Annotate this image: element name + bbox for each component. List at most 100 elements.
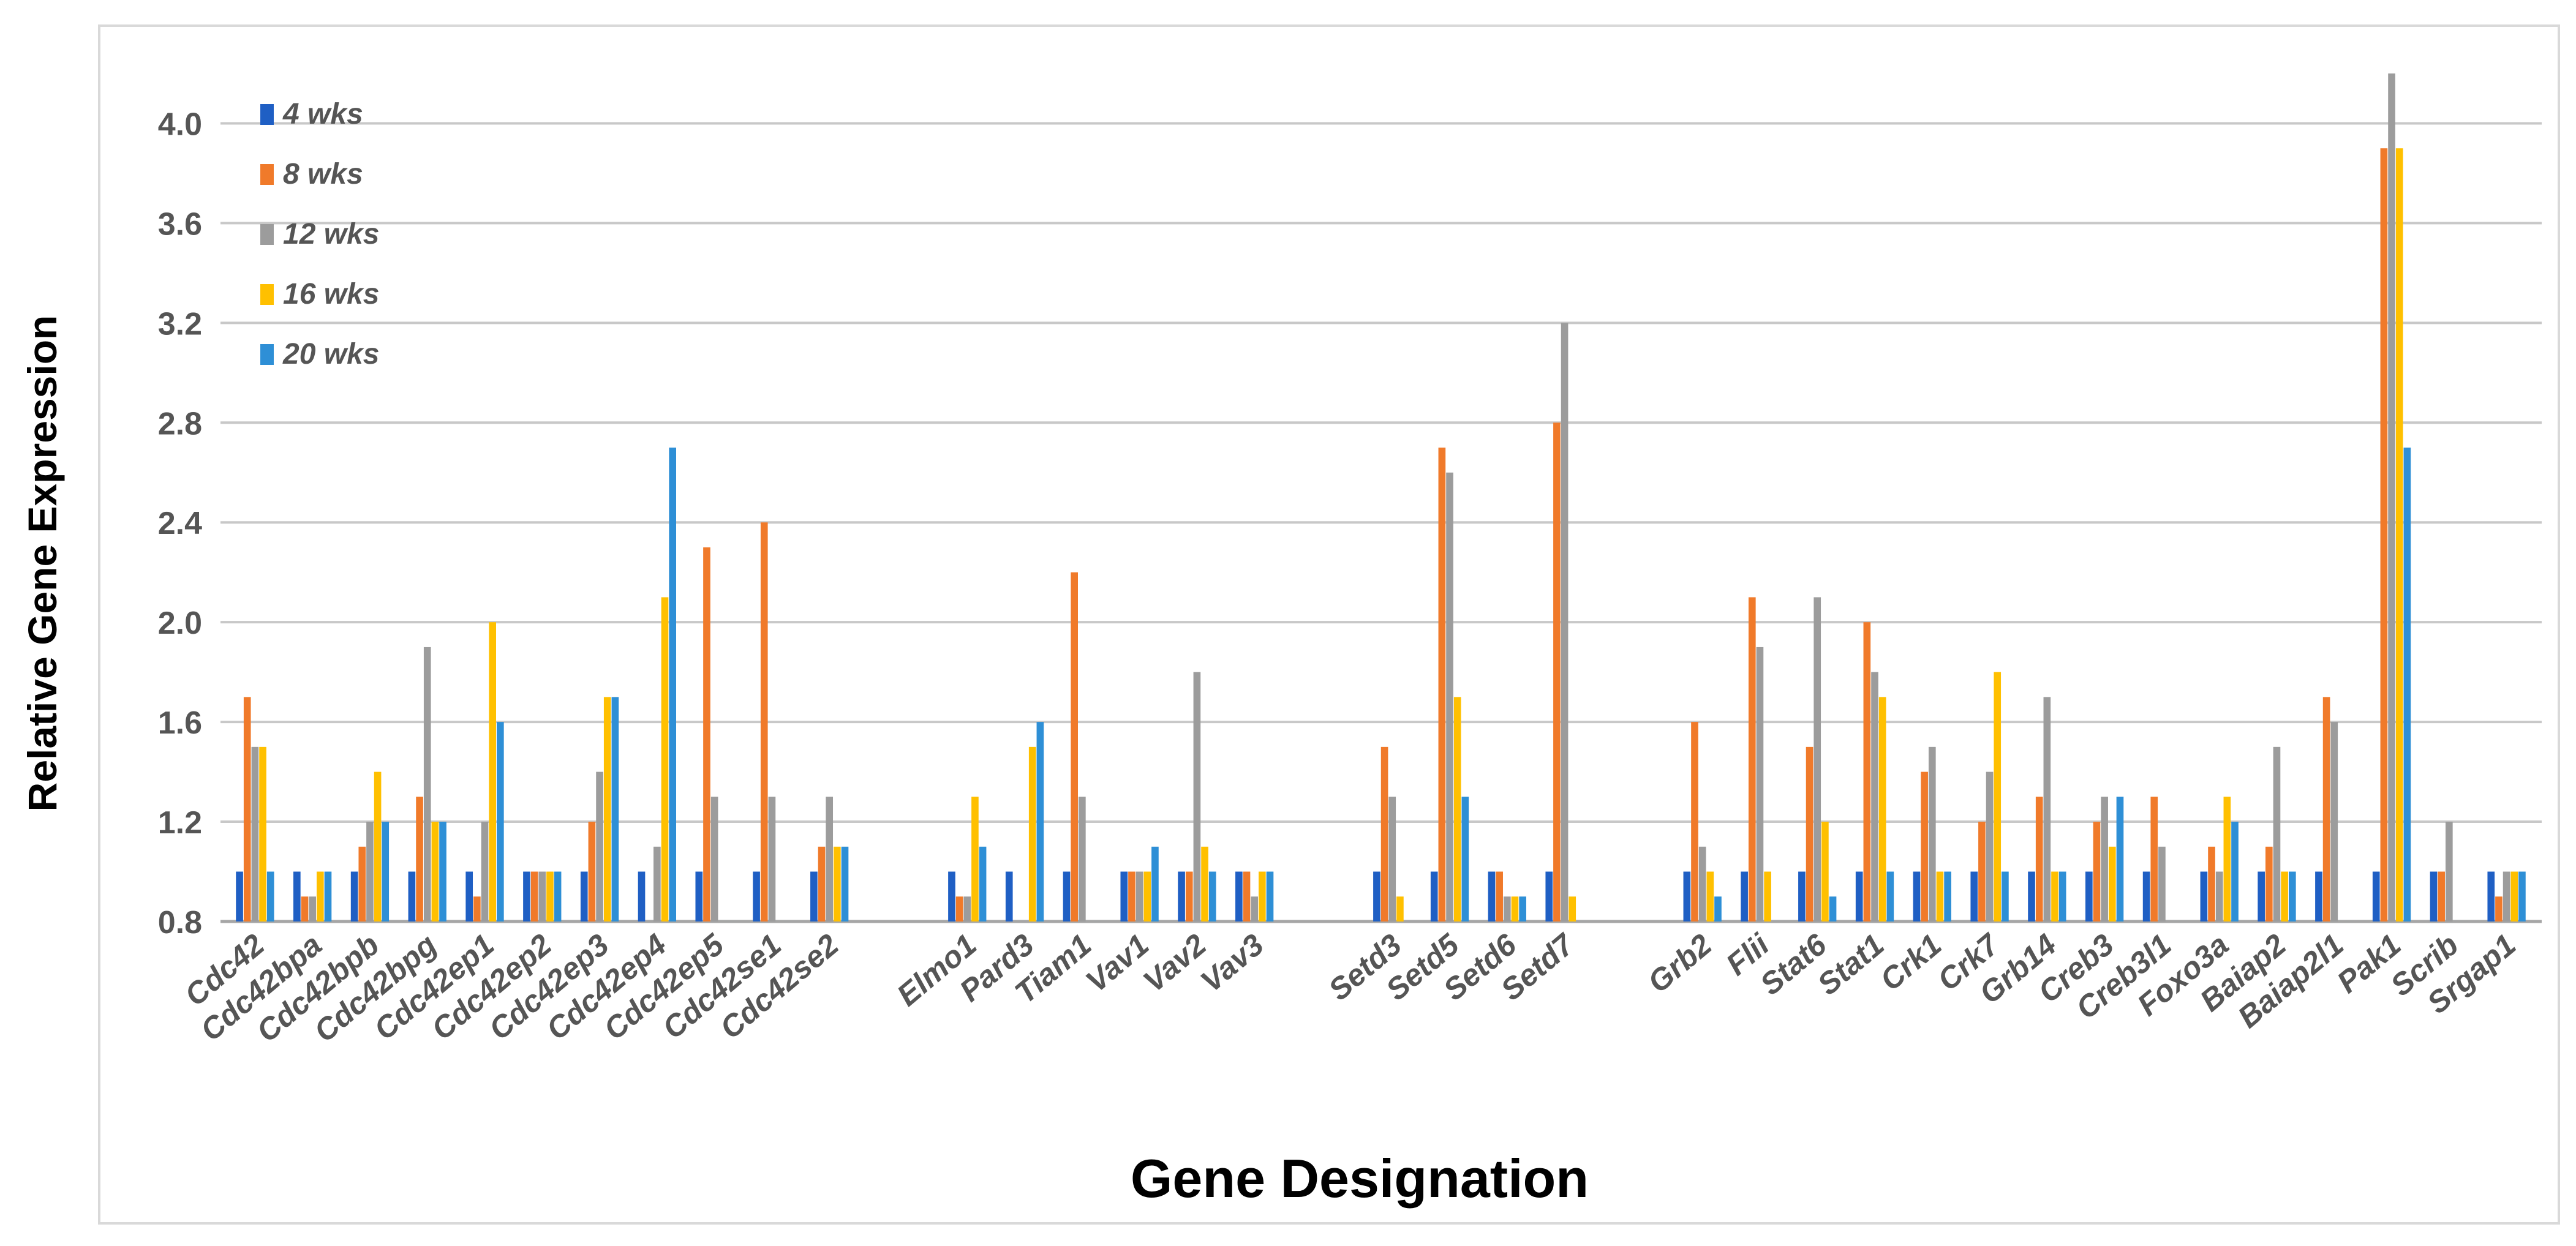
bar-Cdc42ep1-20wks	[497, 722, 504, 921]
bar-Stat1-12wks	[1871, 672, 1878, 921]
x-tick-labels: Cdc42Cdc42bpaCdc42bpbCdc42bpgCdc42ep1Cdc…	[178, 926, 2522, 1049]
bar-Stat1-16wks	[1878, 697, 1886, 921]
bar-Baiap2-16wks	[2281, 871, 2288, 921]
bar-Cdc42ep4-4wks	[638, 871, 646, 921]
bar-Flii-12wks	[1756, 647, 1764, 921]
bar-Cdc42bpb-8wks	[358, 846, 366, 921]
bar-Cdc42ep4-12wks	[653, 846, 661, 921]
bar-Stat1-4wks	[1855, 871, 1863, 921]
bar-Creb3-16wks	[2108, 846, 2116, 921]
bar-Crk7-12wks	[1986, 771, 1994, 921]
x-tick-label: Crk1	[1874, 928, 1948, 997]
bars	[236, 73, 2526, 922]
bar-Cdc42ep2-20wks	[554, 871, 562, 921]
bar-Cdc42se2-8wks	[818, 846, 826, 921]
bar-Creb3-8wks	[2093, 822, 2101, 921]
bar-Setd7-12wks	[1561, 323, 1569, 921]
bar-Setd6-4wks	[1488, 871, 1496, 921]
bar-Crk7-8wks	[1978, 822, 1986, 921]
bar-Cdc42bpa-20wks	[324, 871, 332, 921]
bar-Tiam1-8wks	[1071, 572, 1078, 921]
legend-label: 20 wks	[282, 338, 379, 370]
bar-Cdc42se1-12wks	[768, 797, 776, 921]
bar-Vav1-16wks	[1143, 871, 1151, 921]
bar-Cdc42bpg-8wks	[416, 797, 423, 921]
bar-Cdc42bpb-4wks	[350, 871, 358, 921]
chart-frame	[98, 24, 2560, 1225]
bar-Setd6-12wks	[1503, 896, 1511, 921]
x-tick-label: Stat6	[1753, 927, 1834, 1002]
bar-Srgap1-20wks	[2518, 871, 2526, 921]
bar-Srgap1-4wks	[2487, 871, 2495, 921]
bar-Cdc42bpg-16wks	[431, 822, 439, 921]
bar-Cdc42se1-4wks	[753, 871, 760, 921]
bar-Foxo3a-16wks	[2223, 797, 2231, 921]
bar-Setd7-4wks	[1545, 871, 1553, 921]
bar-Baiap2l1-4wks	[2315, 871, 2322, 921]
bar-Stat1-8wks	[1863, 622, 1871, 921]
bar-Creb3-12wks	[2101, 797, 2108, 921]
bar-Cdc42ep3-4wks	[580, 871, 588, 921]
x-tick-label: Vav3	[1194, 927, 1270, 999]
x-tick-label: Vav2	[1137, 927, 1213, 999]
legend-label: 12 wks	[283, 218, 379, 250]
bar-Grb14-12wks	[2043, 697, 2051, 921]
bar-Stat6-16wks	[1821, 822, 1829, 921]
legend-swatch	[260, 104, 274, 125]
bar-Cdc42bpa-12wks	[309, 896, 316, 921]
x-tick-label: Grb2	[1641, 927, 1719, 999]
bar-Cdc42bpb-20wks	[382, 822, 390, 921]
bar-Elmo1-16wks	[971, 797, 979, 921]
bar-Cdc42bpb-12wks	[366, 822, 374, 921]
bar-Pak1-20wks	[2403, 448, 2411, 921]
bar-Cdc42ep2-8wks	[530, 871, 538, 921]
bar-Setd6-20wks	[1519, 896, 1526, 921]
bar-Setd3-4wks	[1373, 871, 1380, 921]
bar-Foxo3a-4wks	[2200, 871, 2208, 921]
bar-Stat6-4wks	[1798, 871, 1806, 921]
y-tick-label: 2.4	[158, 506, 202, 541]
bar-Grb14-20wks	[2058, 871, 2066, 921]
bar-Grb2-12wks	[1698, 846, 1706, 921]
y-tick-label: 4.0	[158, 107, 202, 142]
bar-Pard3-4wks	[1005, 871, 1013, 921]
bar-Cdc42ep3-12wks	[596, 771, 603, 921]
bar-Vav1-4wks	[1120, 871, 1128, 921]
y-tick-label: 3.6	[158, 206, 202, 242]
bar-Creb3l1-8wks	[2150, 797, 2158, 921]
bar-Baiap2-20wks	[2288, 871, 2296, 921]
bar-Setd5-16wks	[1453, 697, 1461, 921]
bar-Cdc42bpg-12wks	[423, 647, 431, 921]
bar-Setd5-12wks	[1446, 472, 1453, 921]
legend-label: 4 wks	[282, 98, 363, 130]
y-tick-label: 3.2	[158, 306, 202, 342]
bar-Stat1-20wks	[1886, 871, 1894, 921]
x-tick-label: Stat1	[1811, 928, 1891, 1002]
bar-Cdc42ep3-20wks	[611, 697, 619, 921]
legend-swatch	[260, 284, 274, 305]
bar-Setd7-8wks	[1553, 422, 1561, 921]
bar-Grb2-4wks	[1683, 871, 1691, 921]
bar-Grb2-20wks	[1714, 896, 1722, 921]
bar-Cdc42bpb-16wks	[374, 771, 382, 921]
y-tick-labels: 0.8 1.2 1.6 2.0 2.4 2.8 3.2 3.6 4.0	[158, 107, 202, 940]
bar-Tiam1-12wks	[1079, 797, 1086, 921]
bar-Stat6-12wks	[1813, 597, 1821, 921]
bar-Cdc42ep1-12wks	[481, 822, 489, 921]
bar-Cdc42se2-20wks	[841, 846, 849, 921]
y-tick-label: 0.8	[158, 905, 202, 940]
y-tick-label: 2.0	[158, 606, 202, 641]
bar-Cdc42bpa-16wks	[317, 871, 324, 921]
y-tick-label: 2.8	[158, 406, 202, 441]
bar-Baiap2-8wks	[2265, 846, 2273, 921]
bar-Pard3-20wks	[1036, 722, 1044, 921]
bar-Vav3-16wks	[1259, 871, 1266, 921]
x-tick-label: Vav1	[1079, 928, 1155, 999]
bar-Creb3-4wks	[2085, 871, 2093, 921]
y-tick-label: 1.6	[158, 705, 202, 741]
bar-Setd3-8wks	[1380, 746, 1388, 921]
bar-Cdc42ep3-8wks	[588, 822, 596, 921]
legend-label: 16 wks	[283, 278, 379, 310]
bar-Foxo3a-20wks	[2231, 822, 2239, 921]
